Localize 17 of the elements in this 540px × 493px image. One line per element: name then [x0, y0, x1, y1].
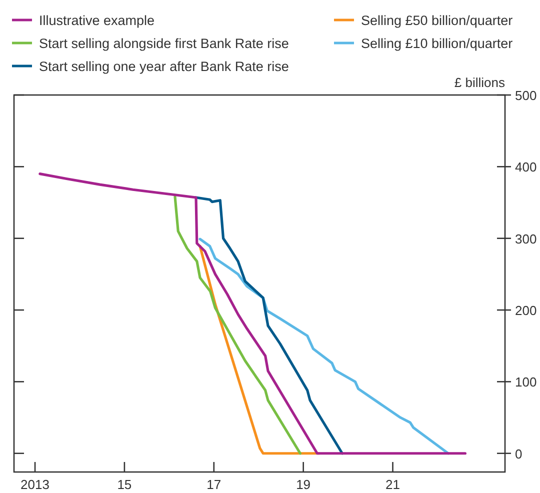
- x-tick-label: 2013: [20, 477, 50, 492]
- legend-label: Selling £50 billion/quarter: [361, 13, 514, 28]
- x-tick-label: 19: [296, 477, 311, 492]
- y-tick-label: 0: [515, 446, 522, 462]
- x-tick-label: 21: [386, 477, 400, 492]
- legend-label: Start selling alongside first Bank Rate rise: [39, 36, 289, 51]
- x-tick-label: 15: [117, 477, 132, 492]
- y-tick-label: 400: [515, 160, 537, 175]
- y-tick-label: 300: [515, 231, 537, 246]
- legend-label: Illustrative example: [39, 13, 155, 28]
- y-tick-label: 200: [515, 303, 537, 318]
- x-tick-label: 17: [206, 477, 222, 492]
- y-axis-title: £ billions: [454, 75, 506, 90]
- y-tick-label: 500: [515, 88, 537, 103]
- legend-label: Selling £10 billion/quarter: [361, 36, 514, 51]
- y-tick-label: 100: [515, 374, 537, 390]
- legend-label: Start selling one year after Bank Rate rise: [39, 59, 289, 74]
